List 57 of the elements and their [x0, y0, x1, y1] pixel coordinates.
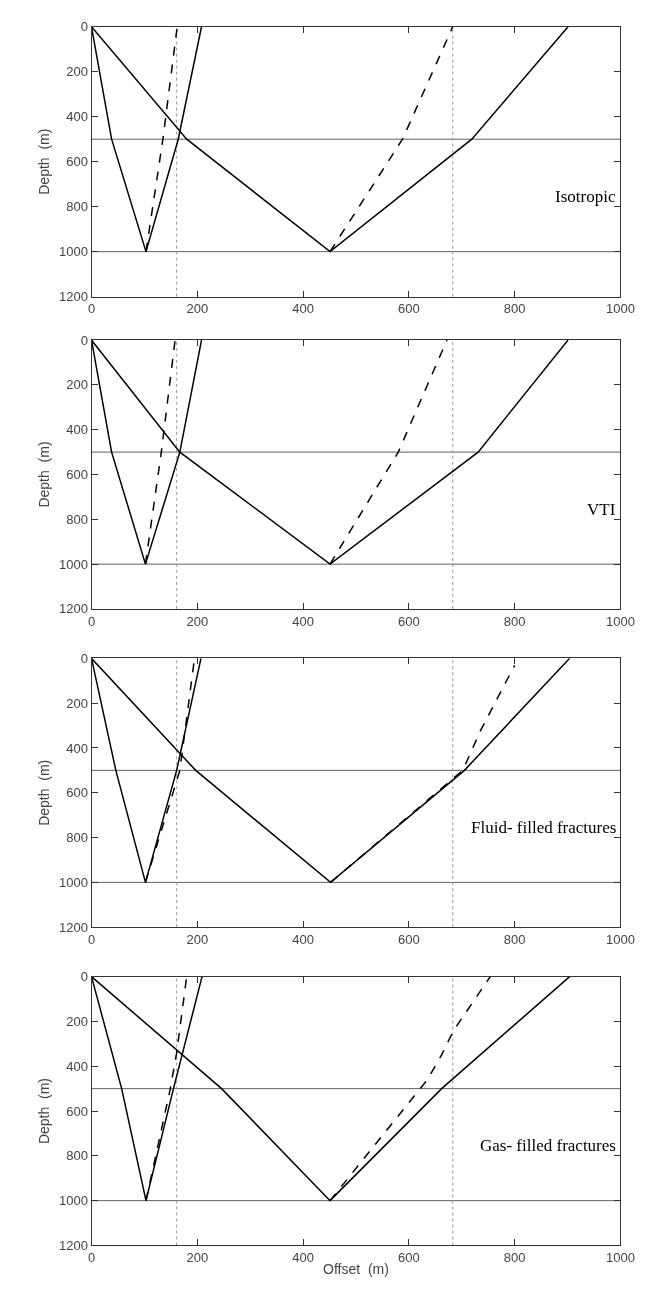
y-tick-label: 400	[66, 109, 88, 125]
x-tick-label: 400	[292, 613, 314, 629]
x-tick-label: 200	[186, 613, 209, 629]
x-tick-label: 200	[186, 1250, 209, 1266]
y-tick-label: 200	[66, 695, 88, 711]
y-tick-label: 1200	[58, 1238, 88, 1253]
x-tick-label: 800	[503, 1250, 526, 1266]
x-tick-label: 800	[503, 931, 526, 947]
y-tick-label: 800	[66, 199, 88, 215]
y-tick-label: 1000	[58, 1193, 88, 1209]
annotation: Isotropic	[555, 187, 616, 206]
x-tick-label: 600	[398, 613, 420, 629]
y-tick-label: 1000	[58, 244, 88, 260]
y-tick-label: 800	[66, 1148, 88, 1164]
y-tick-label: 0	[80, 969, 88, 985]
x-tick-label: 400	[292, 931, 314, 947]
y-axis-title: Depth (m)	[35, 759, 52, 826]
y-tick-label: 0	[80, 332, 88, 348]
annotation: VTI	[587, 500, 616, 519]
y-tick-label: 1200	[58, 601, 88, 617]
y-axis-title: Depth (m)	[35, 441, 52, 508]
y-axis-title: Depth (m)	[35, 1077, 52, 1145]
y-tick-label: 800	[66, 511, 88, 527]
x-tick-label: 200	[186, 931, 209, 947]
y-tick-label: 200	[66, 377, 88, 393]
y-axis-title: Depth (m)	[35, 128, 52, 195]
y-tick-label: 600	[66, 1103, 88, 1119]
y-tick-label: 400	[66, 422, 88, 438]
y-tick-label: 600	[66, 785, 88, 801]
x-tick-label: 1000	[605, 931, 635, 947]
y-tick-label: 0	[80, 650, 88, 666]
y-tick-label: 200	[66, 1013, 88, 1029]
x-axis-title: Offset (m)	[323, 1261, 389, 1278]
y-tick-label: 200	[66, 64, 88, 80]
x-tick-label: 400	[292, 1250, 314, 1266]
x-tick-label: 600	[398, 1250, 420, 1266]
x-tick-label: 1000	[605, 613, 635, 629]
y-tick-label: 400	[66, 1058, 88, 1074]
annotation: Fluid- filled fractures	[471, 818, 617, 837]
x-tick-label: 1000	[605, 301, 635, 317]
y-tick-label: 600	[66, 154, 88, 170]
y-tick-label: 800	[66, 830, 88, 846]
y-tick-label: 1000	[58, 874, 88, 890]
x-tick-label: 400	[292, 301, 314, 317]
y-tick-label: 600	[66, 467, 88, 483]
y-tick-label: 0	[80, 19, 88, 35]
x-tick-label: 800	[503, 301, 526, 317]
y-tick-label: 400	[66, 740, 88, 756]
x-tick-label: 1000	[605, 1250, 635, 1266]
y-tick-label: 1200	[58, 289, 88, 305]
x-tick-label: 800	[503, 613, 526, 629]
x-tick-label: 600	[398, 301, 420, 317]
y-tick-label: 1200	[58, 919, 88, 935]
annotation: Gas- filled fractures	[480, 1136, 616, 1155]
y-tick-label: 1000	[58, 556, 88, 572]
x-tick-label: 200	[186, 301, 209, 317]
x-tick-label: 600	[398, 931, 420, 947]
